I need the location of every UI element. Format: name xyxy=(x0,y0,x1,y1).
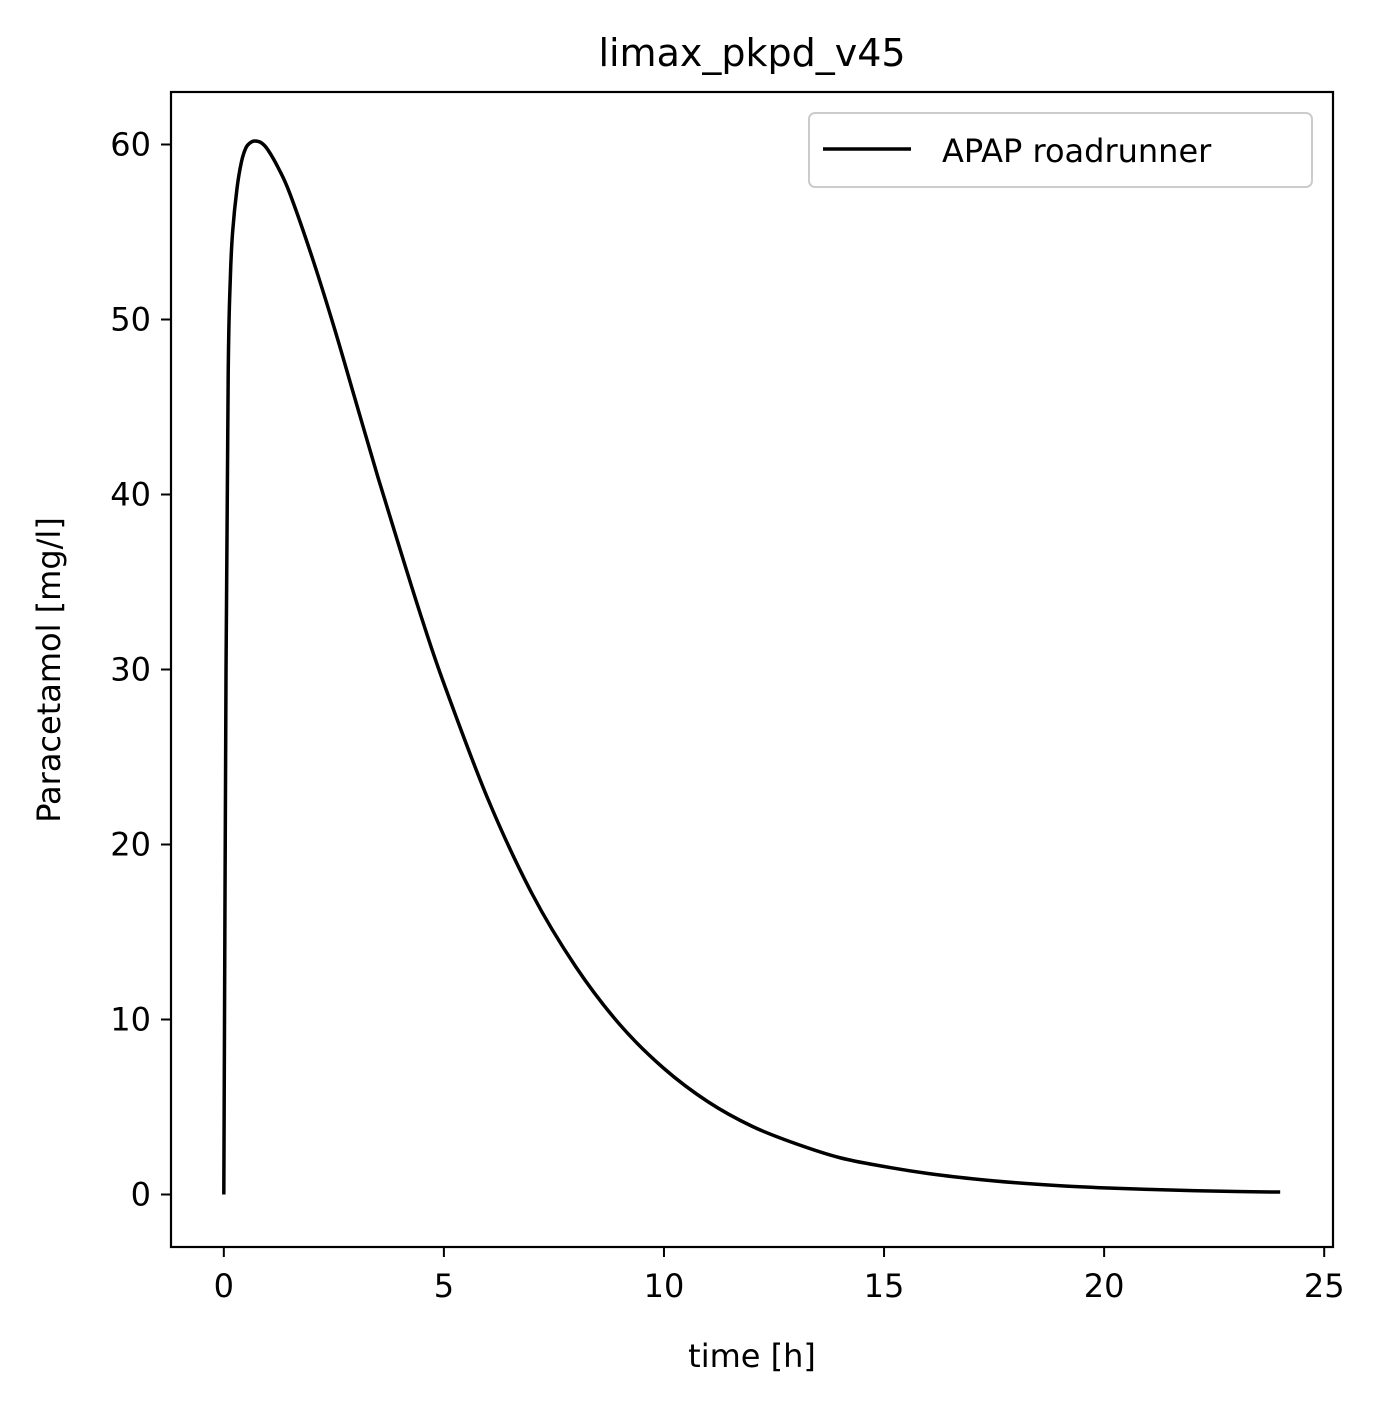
x-axis-ticks: 0 5 10 15 20 25 xyxy=(214,1247,1345,1305)
legend-box xyxy=(808,112,1313,188)
series-line-apap-roadrunner xyxy=(222,139,1281,1195)
legend-label-apap-roadrunner: APAP roadrunner xyxy=(942,132,1212,170)
y-tick-label: 60 xyxy=(110,126,151,164)
x-tick-label: 0 xyxy=(214,1267,234,1305)
x-tick-label: 25 xyxy=(1304,1267,1345,1305)
x-tick-label: 10 xyxy=(644,1267,685,1305)
x-tick-label: 20 xyxy=(1084,1267,1125,1305)
legend: APAP roadrunner xyxy=(808,112,1313,188)
y-tick-label: 40 xyxy=(110,476,151,514)
y-tick-label: 20 xyxy=(110,826,151,864)
y-axis-ticks: 0 10 20 30 40 50 60 xyxy=(110,126,171,1214)
y-tick-label: 30 xyxy=(110,651,151,689)
x-tick-label: 15 xyxy=(864,1267,905,1305)
y-tick-label: 50 xyxy=(110,301,151,339)
y-axis-label: Paracetamol [mg/l] xyxy=(30,517,68,823)
x-tick-label: 5 xyxy=(434,1267,454,1305)
x-axis-label: time [h] xyxy=(688,1337,816,1375)
chart-title: limax_pkpd_v45 xyxy=(598,31,905,75)
y-tick-label: 10 xyxy=(110,1001,151,1039)
plot-frame xyxy=(169,90,1335,1249)
plot-area xyxy=(222,139,1281,1195)
y-tick-label: 0 xyxy=(131,1176,151,1214)
